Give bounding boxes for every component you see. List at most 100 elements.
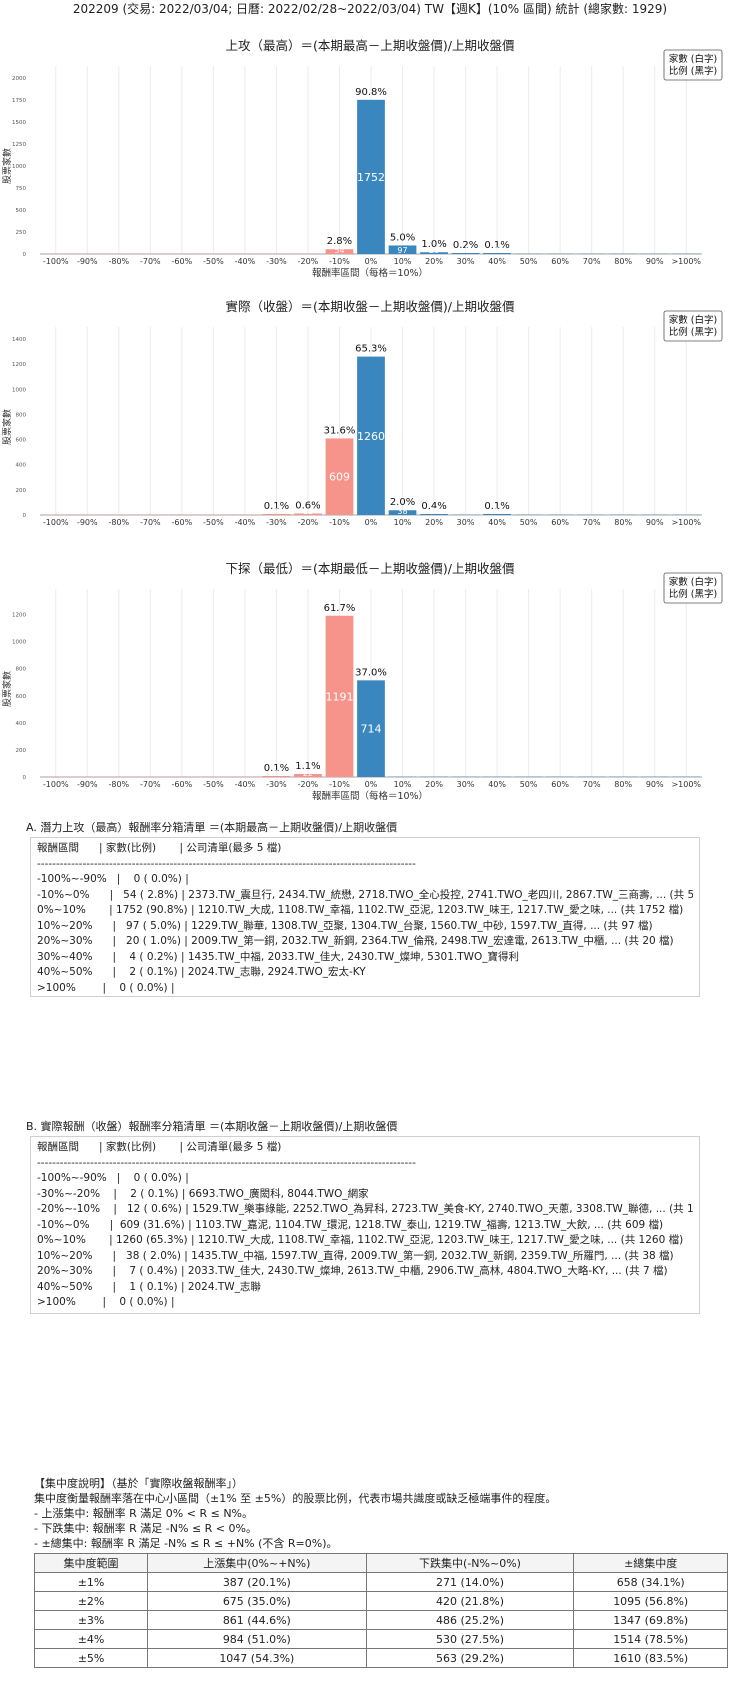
x-tick-label: -70%: [140, 518, 161, 527]
x-axis-label: 報酬率區間（每格＝10%）: [312, 790, 428, 802]
bar: [199, 253, 228, 254]
bar: [640, 514, 669, 515]
column-header: ±總集中度: [573, 1553, 728, 1573]
y-tick-label: 1200: [12, 362, 26, 368]
concentration-notes: 【集中度說明】（基於「實際收盤報酬率」） 集中度衡量報酬率落在中心小區間（±1% …: [34, 1476, 556, 1551]
x-tick-label: -30%: [266, 780, 287, 789]
note-line: 【集中度說明】（基於「實際收盤報酬率」）: [34, 1477, 243, 1490]
table-cell: ±5%: [33, 1648, 149, 1668]
note-line: - 下跌集中: 報酬率 R 滿足 -N% ≤ R < 0%。: [34, 1522, 257, 1535]
table-row: ±1% 387 (20.1%) 271 (14.0%) 658 (34.1%): [33, 1572, 728, 1592]
chart-title: 下探（最低）＝(本期最低－上期收盤價)/上期收盤價: [226, 561, 515, 576]
x-tick-label: -60%: [172, 780, 193, 789]
x-tick-label: -100%: [43, 518, 69, 527]
table-row: ±2% 675 (35.0%) 420 (21.8%) 1095 (56.8%): [33, 1591, 728, 1611]
table-header-row: 集中度範圍 上漲集中(0%~+N%) 下跌集中(-N%~0%) ±總集中度: [33, 1553, 728, 1573]
bar: [672, 514, 701, 515]
section-a-title: A. 潛力上攻（最高）報酬率分箱清單 ＝(本期最高－上期收盤價)/上期收盤價: [26, 821, 398, 834]
bar: [262, 514, 291, 515]
pct-label: 5.0%: [390, 232, 415, 243]
bin-line: 0%~10% | 1260 (65.3%) | 1210.TW_大成, 1108…: [37, 1234, 684, 1246]
x-tick-label: 60%: [551, 780, 569, 789]
x-tick-label: 0%: [365, 780, 378, 789]
count-label: 7: [432, 507, 437, 516]
bin-line: >100% | 0 ( 0.0%) |: [37, 981, 175, 994]
legend: 家數 (白字)比例 (黑字): [663, 310, 723, 342]
pct-label: 1.0%: [421, 239, 446, 250]
section-b-title: B. 實際報酬（收盤）報酬率分箱清單 ＝(本期收盤－上期收盤價)/上期收盤價: [26, 1120, 398, 1133]
bar: [357, 680, 385, 777]
bar: [167, 776, 196, 777]
bar: [451, 776, 480, 777]
pct-label: 90.8%: [355, 87, 387, 98]
bar: [388, 510, 417, 515]
x-tick-label: -10%: [329, 780, 350, 789]
bar: [577, 776, 606, 777]
x-tick-label: 20%: [425, 780, 443, 789]
bar: [546, 253, 575, 254]
bar: [294, 774, 322, 777]
legend-entry: 比例 (黑字): [669, 588, 717, 600]
x-tick-label: 10%: [394, 780, 412, 789]
y-tick-label: 1250: [12, 142, 26, 148]
bin-line: 40%~50% | 1 ( 0.1%) | 2024.TW_志聯: [37, 1280, 261, 1293]
x-tick-label: 80%: [614, 518, 632, 527]
y-axis-label: 股票家數: [1, 671, 13, 707]
count-label: 22: [303, 769, 313, 778]
pct-label: 0.6%: [295, 500, 320, 511]
bar: [609, 253, 638, 254]
x-tick-label: 10%: [394, 518, 412, 527]
pct-label: 2.8%: [327, 236, 352, 247]
count-label: 1: [495, 507, 500, 516]
table-cell: 1095 (56.8%): [573, 1591, 728, 1611]
x-tick-label: >100%: [671, 518, 701, 527]
bar: [546, 776, 575, 777]
bin-line: 報酬區間 | 家數(比例) | 公司清單(最多 5 檔): [37, 1141, 282, 1153]
section-a-table: 報酬區間 | 家數(比例) | 公司清單(最多 5 檔) ------------…: [30, 837, 700, 997]
y-tick-label: 800: [16, 412, 27, 418]
y-tick-label: 200: [16, 488, 27, 494]
bar: [420, 514, 448, 515]
bin-line: 40%~50% | 2 ( 0.1%) | 2024.TW_志聯, 2924.T…: [37, 966, 366, 978]
bar: [73, 514, 102, 515]
x-tick-label: -30%: [266, 518, 287, 527]
legend-entry: 家數 (白字): [669, 576, 717, 588]
y-tick-label: 800: [16, 667, 27, 673]
actual-close-chart: 實際（收盤）＝(本期收盤－上期收盤價)/上期收盤價020040060080010…: [1, 299, 723, 527]
bar: [325, 249, 354, 254]
bar: [577, 253, 606, 254]
x-tick-label: 40%: [488, 257, 506, 266]
x-tick-label: -80%: [108, 780, 129, 789]
x-tick-label: 90%: [646, 257, 664, 266]
bar: [294, 513, 322, 515]
legend-entry: 家數 (白字): [669, 53, 717, 65]
pct-label: 65.3%: [355, 344, 387, 355]
count-label: 1191: [325, 690, 353, 703]
bar: [357, 99, 385, 254]
x-tick-label: 30%: [457, 257, 475, 266]
bar: [231, 253, 259, 254]
bar: [231, 514, 259, 515]
bar: [420, 776, 448, 777]
bar: [640, 776, 669, 777]
bin-line: -10%~0% | 609 (31.6%) | 1103.TW_嘉泥, 1104…: [37, 1218, 664, 1231]
count-label: 12: [303, 507, 313, 516]
y-tick-label: 1500: [12, 120, 26, 126]
bin-line: 0%~10% | 1752 (90.8%) | 1210.TW_大成, 1108…: [37, 904, 684, 916]
legend: 家數 (白字)比例 (黑字): [663, 572, 723, 604]
count-label: 1752: [357, 171, 385, 184]
bar: [167, 253, 196, 254]
bar: [41, 776, 70, 777]
y-tick-label: 600: [16, 438, 27, 444]
x-tick-label: -60%: [172, 518, 193, 527]
bar: [514, 514, 543, 515]
bar: [609, 514, 638, 515]
bin-line: -20%~-10% | 12 ( 0.6%) | 1529.TW_樂事綠能, 2…: [37, 1203, 693, 1215]
x-tick-label: 0%: [365, 257, 378, 266]
x-tick-label: 60%: [551, 518, 569, 527]
y-tick-label: 0: [23, 775, 27, 781]
x-tick-label: -20%: [298, 257, 319, 266]
y-tick-label: 1000: [12, 640, 26, 646]
y-tick-label: 250: [16, 230, 27, 236]
table-cell: ±2%: [33, 1591, 149, 1611]
